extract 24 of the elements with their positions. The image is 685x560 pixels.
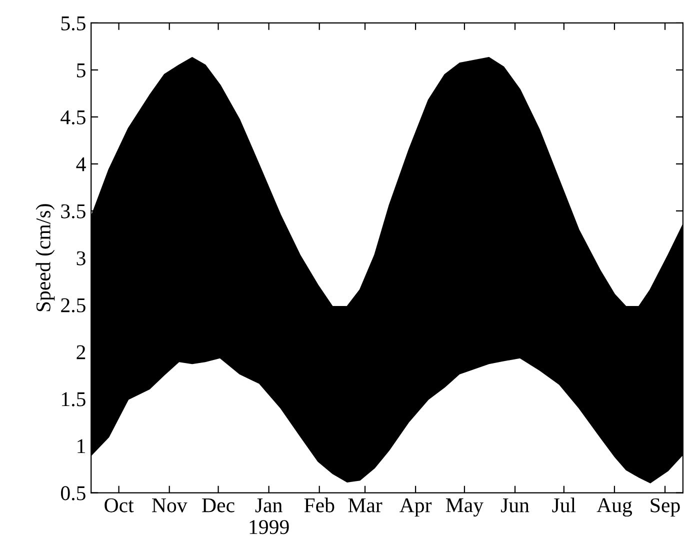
x-tick-label: Nov bbox=[152, 498, 188, 512]
y-tick-label: 1.5 bbox=[62, 392, 86, 406]
x-tick-label: Apr bbox=[400, 498, 432, 517]
x-tick-label: Feb bbox=[304, 498, 334, 512]
y-tick-label: 3 bbox=[76, 251, 86, 266]
y-tick-label: 2.5 bbox=[61, 298, 86, 312]
x-tick-label: Sep bbox=[650, 498, 680, 517]
x-tick-label: May bbox=[446, 498, 484, 517]
y-tick-label: 0.5 bbox=[60, 486, 86, 500]
y-tick-label: 3.5 bbox=[61, 204, 86, 218]
y-tick-label: 1 bbox=[78, 439, 85, 454]
y-tick-label: 5 bbox=[77, 64, 86, 78]
x-tick-label: Jun bbox=[500, 498, 530, 512]
x-tick-label: Jul bbox=[552, 498, 576, 512]
x-tick-label: Oct bbox=[104, 498, 134, 512]
y-axis-title: Speed (cm/s) bbox=[36, 204, 55, 312]
x-tick-label: Dec bbox=[202, 498, 234, 512]
y-tick-label: 4 bbox=[76, 157, 86, 172]
y-tick-label: 2 bbox=[76, 345, 86, 360]
y-tick-label: 5.5 bbox=[61, 16, 86, 30]
x-tick-label: Aug bbox=[596, 498, 632, 517]
x-tick-label: Jan 1999 bbox=[250, 498, 289, 534]
y-tick-label: 4.5 bbox=[60, 110, 86, 124]
x-tick-label: Mar bbox=[348, 498, 382, 512]
